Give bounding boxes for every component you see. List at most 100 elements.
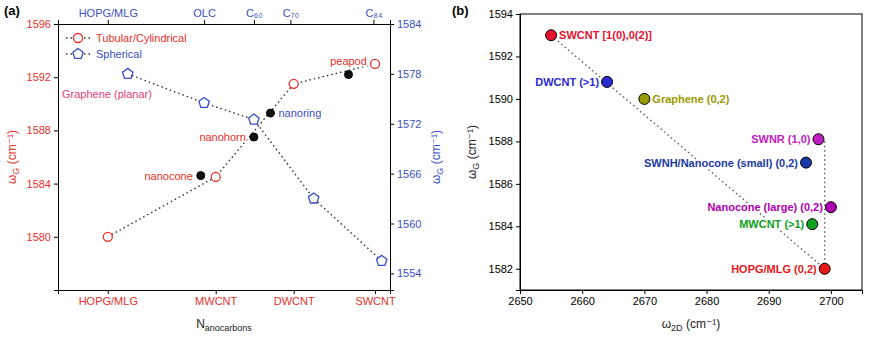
tick: 1584 — [489, 220, 520, 232]
tick-label: HOPG/MLG — [79, 7, 138, 19]
axis-title: ωG (cm⁻¹) — [465, 125, 481, 179]
legend-item: Spherical — [66, 48, 142, 60]
tick: 2690 — [757, 290, 781, 307]
point — [308, 193, 318, 203]
tick-label: HOPG/MLG — [79, 295, 138, 307]
tick: SWCNT — [355, 290, 396, 307]
tick-label: 1584 — [397, 18, 421, 30]
tick-label: 1560 — [397, 218, 421, 230]
axis-title: ωG (cm⁻¹) — [429, 130, 445, 184]
tick-mark — [375, 290, 376, 294]
tick-mark — [390, 24, 394, 25]
axis-title: ω2D (cm⁻¹) — [662, 317, 721, 333]
annotations: nanoconenanohornnanoringpeapodGraphene (… — [62, 55, 367, 182]
axis-line — [521, 291, 863, 295]
tick-label: OLC — [193, 7, 216, 19]
tick-mark — [390, 74, 394, 75]
tick: 1580 — [27, 231, 58, 243]
tick-mark — [54, 237, 58, 238]
tick-mark — [294, 290, 295, 294]
tick-label: 2670 — [633, 295, 657, 307]
point — [371, 59, 380, 68]
tick: 2650 — [508, 290, 532, 307]
tick-label: 1592 — [489, 50, 513, 62]
point — [266, 109, 274, 117]
tick: 1572 — [390, 118, 421, 130]
point — [345, 71, 353, 79]
point-label: Graphene (0,2) — [652, 93, 729, 105]
tick-mark — [254, 20, 255, 24]
tick-label: 2660 — [570, 295, 594, 307]
tick: 1566 — [390, 168, 421, 180]
axis-line — [59, 291, 391, 295]
figure: HOPG/MLG MWCNT DWCNT SWCNT HOPG/MLG OLC C₆₀ C₇₀… — [0, 0, 876, 338]
trend-line — [824, 139, 825, 269]
axis-line — [391, 25, 395, 291]
plot-area — [546, 30, 837, 275]
tick-mark — [108, 20, 109, 24]
tick: HOPG/MLG — [79, 290, 138, 307]
point — [639, 93, 650, 104]
tick-mark — [707, 290, 708, 294]
tick-label: C₆₀ — [246, 7, 263, 19]
tick-label: 1586 — [489, 178, 513, 190]
tick-mark — [390, 174, 394, 175]
tick: 2680 — [695, 290, 719, 307]
tick-label: 1566 — [397, 168, 421, 180]
tick-label: 1584 — [27, 178, 51, 190]
point — [211, 172, 220, 181]
point — [801, 157, 812, 168]
legend-label: Spherical — [96, 48, 142, 60]
point-label: SWNR (1,0) — [751, 133, 811, 145]
tick-label: MWCNT — [195, 295, 237, 307]
point-label: nanohorn — [199, 131, 246, 143]
chart-svg: HOPG/MLG MWCNT DWCNT SWCNT HOPG/MLG OLC C₆₀ C₇₀… — [0, 0, 876, 338]
tick-label: 2690 — [757, 295, 781, 307]
tick-mark — [54, 77, 58, 78]
point — [122, 68, 132, 78]
legend-label: Tubular/Cylindrical — [96, 32, 187, 44]
point-label: DWCNT (>1) — [535, 76, 599, 88]
tick-mark — [516, 56, 520, 57]
tick-label: 1554 — [397, 267, 421, 279]
point — [819, 263, 830, 274]
legend-symbol — [73, 49, 83, 59]
tick-mark — [516, 141, 520, 142]
legend-item: Tubular/Cylindrical — [66, 32, 187, 44]
tick-label: 1572 — [397, 118, 421, 130]
tick: 1590 — [489, 93, 520, 105]
tick: 1560 — [390, 218, 421, 230]
tick-mark — [516, 226, 520, 227]
point-label: nanoring — [278, 107, 321, 119]
tick-label: 2650 — [508, 295, 532, 307]
tick-mark — [54, 130, 58, 131]
tick-label: DWCNT — [274, 295, 315, 307]
axis-title: ωG (cm⁻¹) — [5, 130, 21, 184]
tick: C₇₀ — [283, 7, 299, 24]
tick-mark — [516, 184, 520, 185]
point — [250, 133, 258, 141]
axis-line — [54, 25, 59, 291]
trend-line — [551, 35, 825, 269]
axis-line — [516, 15, 521, 291]
axis: 15801584158815921596 — [27, 18, 59, 290]
tick-label: 1596 — [27, 18, 51, 30]
tick-mark — [769, 290, 770, 294]
plot-frame — [520, 14, 862, 290]
tick: 2670 — [633, 290, 657, 307]
tick-mark — [516, 14, 520, 15]
tick-mark — [831, 290, 832, 294]
axis: 265026602670268026902700 — [508, 290, 862, 307]
tick: 1578 — [390, 68, 421, 80]
tick: 1588 — [27, 124, 58, 136]
tick: 1594 — [489, 8, 520, 20]
tick-mark — [54, 24, 58, 25]
tick-label: 1578 — [397, 68, 421, 80]
point — [197, 172, 205, 180]
tick: 1554 — [390, 267, 421, 279]
panel-label: (a) — [4, 3, 20, 18]
tick-mark — [390, 273, 394, 274]
tick-mark — [516, 269, 520, 270]
tick: C₆₀ — [246, 7, 263, 24]
point — [825, 202, 836, 213]
